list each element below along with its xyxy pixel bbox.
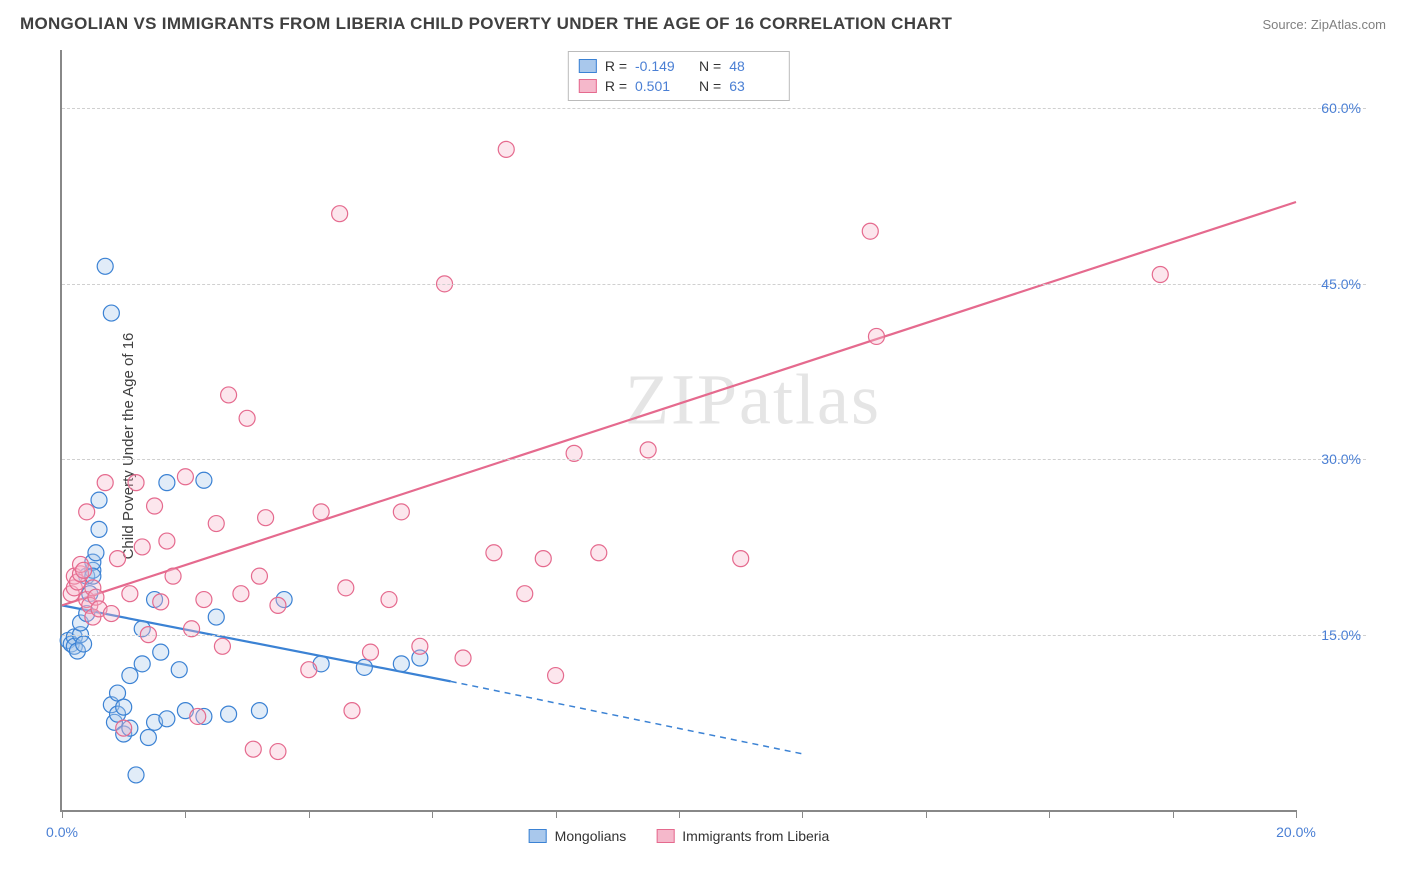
plot-region: ZIPatlas R = -0.149 N = 48 R = 0.501 N =… <box>60 50 1296 812</box>
series-legend: Mongolians Immigrants from Liberia <box>529 828 830 844</box>
correlation-legend-row: R = -0.149 N = 48 <box>579 56 779 76</box>
y-tick-label: 45.0% <box>1321 276 1361 292</box>
chart-source: Source: ZipAtlas.com <box>1262 17 1386 32</box>
r-value: -0.149 <box>635 58 685 74</box>
x-tick-label: 20.0% <box>1276 824 1316 840</box>
legend-item: Immigrants from Liberia <box>656 828 829 844</box>
y-tick-label: 60.0% <box>1321 100 1361 116</box>
scatter-layer <box>62 50 1296 810</box>
correlation-legend-row: R = 0.501 N = 63 <box>579 76 779 96</box>
chart-header: MONGOLIAN VS IMMIGRANTS FROM LIBERIA CHI… <box>20 14 1386 34</box>
x-tick-label: 0.0% <box>46 824 78 840</box>
swatch-icon <box>579 59 597 73</box>
y-tick-label: 30.0% <box>1321 451 1361 467</box>
n-value: 63 <box>729 78 779 94</box>
correlation-legend: R = -0.149 N = 48 R = 0.501 N = 63 <box>568 51 790 101</box>
legend-item: Mongolians <box>529 828 627 844</box>
chart-area: Child Poverty Under the Age of 16 ZIPatl… <box>60 50 1366 842</box>
n-value: 48 <box>729 58 779 74</box>
y-tick-label: 15.0% <box>1321 627 1361 643</box>
swatch-icon <box>656 829 674 843</box>
chart-title: MONGOLIAN VS IMMIGRANTS FROM LIBERIA CHI… <box>20 14 952 34</box>
swatch-icon <box>579 79 597 93</box>
swatch-icon <box>529 829 547 843</box>
r-value: 0.501 <box>635 78 685 94</box>
